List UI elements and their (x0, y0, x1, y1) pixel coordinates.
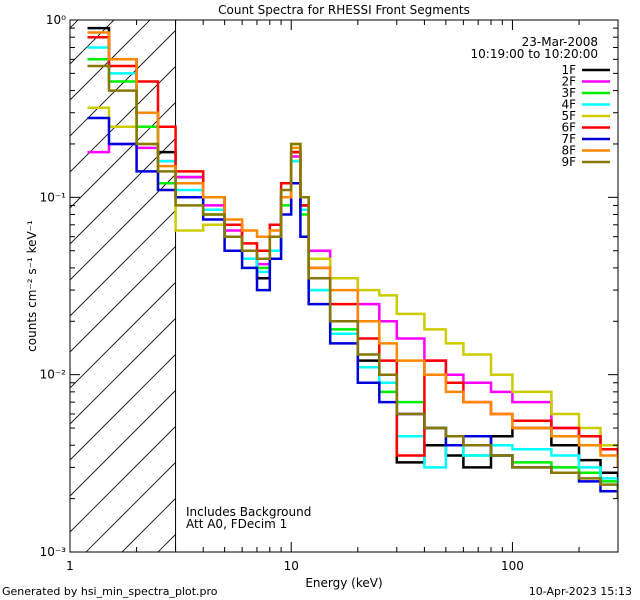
hatch-line (70, 29, 176, 137)
x-tick-label: 1 (66, 559, 74, 573)
y-tick-label: 10⁻³ (40, 545, 67, 559)
legend-label-6f: 6F (561, 121, 576, 135)
hatch-line (70, 137, 176, 245)
hatch-line (70, 425, 176, 533)
series-line-9f (87, 64, 618, 499)
axis-ticks (69, 20, 619, 553)
annotation-background: Includes Background (186, 505, 311, 519)
plot-frame (69, 19, 619, 553)
y-axis-label: counts cm⁻² s⁻¹ keV⁻¹ (25, 220, 39, 352)
legend-label-4f: 4F (561, 98, 576, 112)
hatch-line (70, 101, 176, 209)
excluded-energy-hatch (70, 0, 640, 552)
series-line-4f (87, 46, 618, 492)
chart-title: Count Spectra for RHESSI Front Segments (218, 3, 470, 17)
legend-label-7f: 7F (561, 132, 576, 146)
legend-label-9f: 9F (561, 155, 576, 169)
date-label: 23-Mar-2008 (522, 35, 598, 49)
legend-label-5f: 5F (561, 109, 576, 123)
x-tick-label: 100 (501, 559, 524, 573)
hatch-line (70, 209, 176, 317)
hatch-line (70, 20, 79, 29)
hatch-line (70, 245, 176, 353)
hatch-line (70, 353, 176, 461)
y-tick-label: 10⁻² (40, 368, 67, 382)
generated-by-footer: Generated by hsi_min_spectra_plot.pro (2, 585, 218, 598)
hatch-line (266, 0, 640, 552)
hatch-line (70, 389, 176, 497)
timestamp-footer: 10-Apr-2023 15:13 (528, 585, 632, 598)
legend-label-8f: 8F (561, 144, 576, 158)
y-tick-label: 10⁻¹ (40, 190, 67, 204)
series-layer (87, 26, 618, 499)
y-tick-label: 10⁰ (46, 13, 66, 27)
time-range-label: 10:19:00 to 10:20:00 (471, 47, 598, 61)
legend-label-3f: 3F (561, 86, 576, 100)
x-axis-label: Energy (keV) (305, 576, 382, 590)
hatch-line (70, 20, 115, 65)
legend-label-2f: 2F (561, 75, 576, 89)
x-tick-label: 10 (284, 559, 299, 573)
series-line-7f (87, 116, 618, 499)
hatch-line (85, 461, 176, 552)
axis-tick-labels: 1 10 100 10⁰ 10⁻¹ 10⁻² 10⁻³ (40, 13, 524, 573)
hatch-line (70, 317, 176, 425)
hatch-line (70, 20, 151, 101)
hatch-line (70, 173, 176, 281)
hatch-line (70, 65, 176, 173)
series-line-3f (87, 58, 618, 492)
annotation-attenuator: Att A0, FDecim 1 (186, 517, 287, 531)
legend-label-1f: 1F (561, 63, 576, 77)
